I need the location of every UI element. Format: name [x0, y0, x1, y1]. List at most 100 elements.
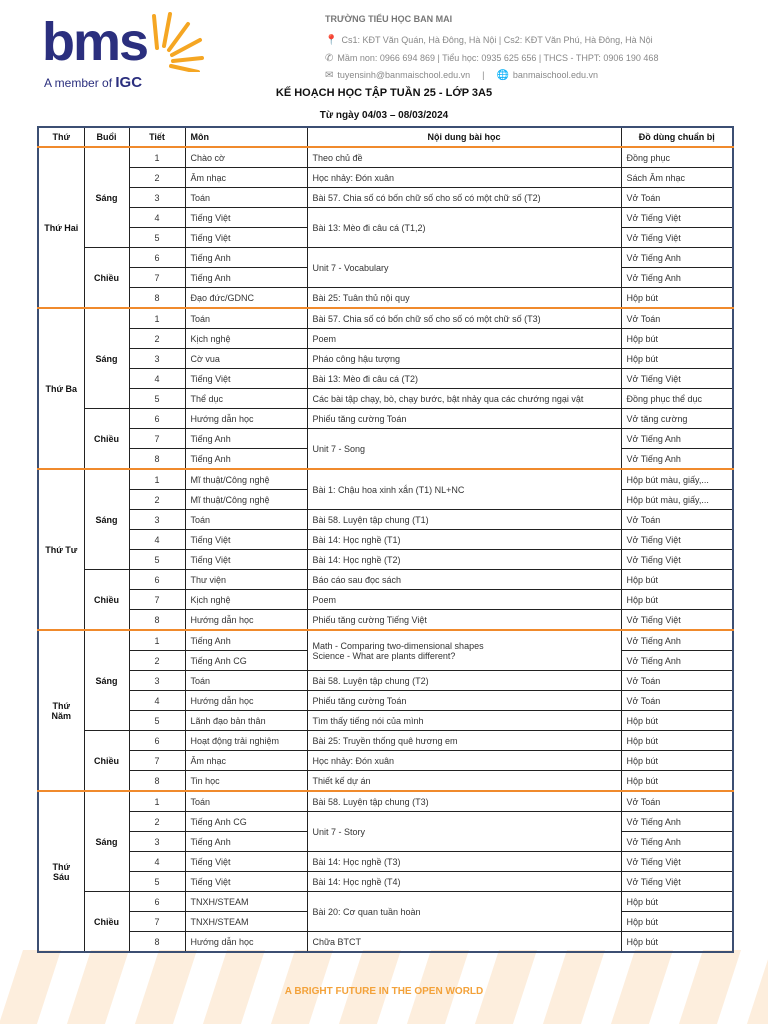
session-cell: Chiều	[83, 891, 130, 953]
materials-cell: Hộp bút	[620, 770, 734, 792]
table-row: 3 Toán Bài 58. Luyện tập chung (T2) Vở Toán	[38, 670, 734, 691]
table-row: 2 Âm nhạc Học nhảy: Đón xuân Sách Âm nhạc	[38, 167, 734, 188]
subject-cell: Tiếng Việt	[184, 549, 308, 570]
subject-cell: Tiếng Anh	[184, 247, 308, 268]
lesson-content-cell: Phiếu tăng cường Tiếng Việt	[306, 609, 622, 631]
materials-cell: Hộp bút	[620, 891, 734, 912]
lesson-content-cell: Học nhảy: Đón xuân	[306, 750, 622, 771]
period-cell: 8	[128, 931, 186, 953]
lesson-content-cell: Bài 14: Học nghề (T3)	[306, 851, 622, 872]
subject-cell: Hướng dẫn học	[184, 690, 308, 711]
table-row: 2 Tiếng Anh CG Unit 7 - Story Vở Tiếng Anh	[38, 811, 734, 852]
subject-cell: Mĩ thuật/Công nghệ	[184, 468, 308, 490]
subject-cell: Hoạt động trải nghiệm	[184, 730, 308, 751]
session-cell: Sáng	[83, 790, 130, 892]
column-header: Thứ	[37, 126, 85, 148]
materials-cell: Hộp bút	[620, 328, 734, 349]
period-cell: 7	[128, 267, 186, 288]
period-cell: 4	[128, 529, 186, 550]
period-cell: 6	[128, 891, 186, 912]
subject-cell: Cờ vua	[184, 348, 308, 369]
subject-cell: Tiếng Anh	[184, 428, 308, 449]
materials-cell: Vở Toán	[620, 690, 734, 711]
period-cell: 8	[128, 770, 186, 792]
subject-cell: Tiếng Anh	[184, 629, 308, 651]
period-cell: 6	[128, 569, 186, 590]
table-row: Chiều 6 TNXH/STEAM Bài 20: Cơ quan tuần hoà…	[38, 891, 734, 953]
materials-cell: Vở Tiếng Anh	[620, 267, 734, 288]
period-cell: 5	[128, 871, 186, 892]
lesson-content-cell: Bài 14: Học nghề (T4)	[306, 871, 622, 892]
day-cell: Thứ Hai	[37, 146, 85, 309]
sun-icon	[152, 12, 204, 72]
subject-cell: Tiếng Việt	[184, 368, 308, 389]
session-cell: Sáng	[83, 146, 130, 248]
materials-cell: Hộp bút	[620, 911, 734, 932]
table-row: Chiều 6 Thư viện Báo cáo sau đọc sách Hộp bú…	[38, 569, 734, 631]
table-row: 3 Tiếng Anh Vở Tiếng Anh	[38, 831, 734, 852]
period-cell: 4	[128, 690, 186, 711]
period-cell: 1	[128, 146, 186, 168]
subject-cell: Thư viện	[184, 569, 308, 590]
subject-cell: Tiếng Việt	[184, 529, 308, 550]
lesson-content-cell: Bài 14: Học nghề (T1)	[306, 529, 622, 550]
table-row: 5 Thể dục Các bài tập chạy, bò, chạy bước,…	[38, 388, 734, 409]
lesson-content-cell: Phiếu tăng cường Toán	[306, 408, 622, 429]
table-row: 8 Hướng dẫn học Phiếu tăng cường Tiếng Việ…	[38, 609, 734, 631]
subject-cell: Tiếng Anh CG	[184, 650, 308, 671]
lesson-content-cell: Tìm thấy tiếng nói của mình	[306, 710, 622, 731]
materials-cell: Hộp bút	[620, 730, 734, 751]
session-cell: Chiều	[83, 730, 130, 792]
period-cell: 7	[128, 428, 186, 449]
period-cell: 8	[128, 287, 186, 309]
period-cell: 6	[128, 408, 186, 429]
subject-cell: Tiếng Anh	[184, 448, 308, 470]
table-row: 8 Hướng dẫn học Chữa BTCT Hộp bút	[38, 931, 734, 953]
lesson-content-cell: Chữa BTCT	[306, 931, 622, 953]
materials-cell: Hộp bút	[620, 750, 734, 771]
day-cell: Thứ Ba	[37, 307, 85, 470]
materials-cell: Sách Âm nhạc	[620, 167, 734, 188]
table-row: 2 Kịch nghệ Poem Hộp bút	[38, 328, 734, 349]
table-row: 8 Tin học Thiết kế dự án Hộp bút	[38, 770, 734, 792]
subject-cell: Hướng dẫn học	[184, 609, 308, 631]
materials-cell: Hộp bút	[620, 348, 734, 369]
period-cell: 5	[128, 227, 186, 248]
period-cell: 2	[128, 650, 186, 671]
lesson-content-cell: Bài 13: Mèo đi câu cá (T2)	[306, 368, 622, 389]
materials-cell: Vở Toán	[620, 790, 734, 812]
subject-cell: Toán	[184, 187, 308, 208]
column-header: Buổi	[83, 126, 130, 148]
period-cell: 5	[128, 388, 186, 409]
email: tuyensinh@banmaischool.edu.vn	[337, 70, 471, 80]
materials-cell: Vở Tiếng Anh	[620, 831, 734, 852]
subject-cell: Hướng dẫn học	[184, 931, 308, 953]
lesson-content-cell: Unit 7 - Vocabulary	[306, 247, 622, 288]
subject-cell: Chào cờ	[184, 146, 308, 168]
lesson-content-cell: Bài 13: Mèo đi câu cá (T1,2)	[306, 207, 622, 248]
igc-logo: IGC	[115, 74, 143, 91]
table-row: 8 Đạo đức/GDNC Bài 25: Tuân thủ nội quy Hộp…	[38, 287, 734, 309]
table-row: Chiều 6 Hoạt động trải nghiệm Bài 25: Truyề…	[38, 730, 734, 792]
address: Cs1: KĐT Văn Quán, Hà Đông, Hà Nội | Cs2…	[341, 35, 653, 45]
logo-member-text: A member of	[44, 76, 113, 90]
table-row: 2 Mĩ thuật/Công nghệ Hộp bút màu, giấy,...	[38, 489, 734, 510]
lesson-content-cell: Báo cáo sau đọc sách	[306, 569, 622, 590]
period-cell: 7	[128, 911, 186, 932]
materials-cell: Vở Tiếng Việt	[620, 609, 734, 631]
table-header: Thứ Buổi Tiết Môn Nội dung bài học Đồ dùng ch…	[37, 126, 734, 148]
subject-cell: Âm nhạc	[184, 750, 308, 771]
materials-cell: Vở Tiếng Anh	[620, 247, 734, 268]
table-row: 5 Lãnh đạo bản thân Tìm thấy tiếng nói của…	[38, 710, 734, 731]
period-cell: 1	[128, 790, 186, 812]
lesson-content-cell: Bài 58. Luyện tập chung (T2)	[306, 670, 622, 691]
period-cell: 5	[128, 710, 186, 731]
subject-cell: TNXH/STEAM	[184, 911, 308, 932]
materials-cell: Vở Tiếng Việt	[620, 368, 734, 389]
website: banmaischool.edu.vn	[512, 70, 598, 80]
table-row: 7 TNXH/STEAM Hộp bút	[38, 911, 734, 932]
lesson-content-cell: Bài 1: Chậu hoa xinh xắn (T1) NL+NC	[306, 468, 622, 510]
table-row: 7 Tiếng Anh Unit 7 - Song Vở Tiếng Anh	[38, 428, 734, 470]
period-cell: 4	[128, 851, 186, 872]
period-cell: 4	[128, 368, 186, 389]
